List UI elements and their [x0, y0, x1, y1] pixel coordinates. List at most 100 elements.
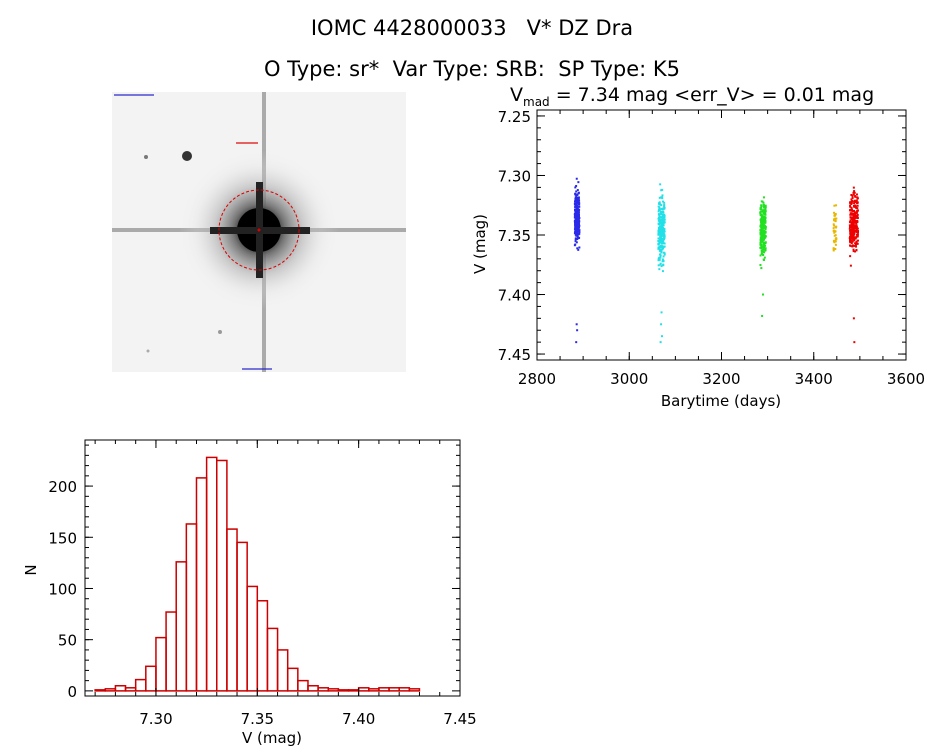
- data-point: [855, 220, 858, 223]
- data-point: [854, 244, 857, 247]
- data-point: [760, 223, 763, 226]
- data-point: [849, 237, 852, 240]
- data-point: [659, 241, 662, 244]
- data-point: [852, 317, 855, 320]
- data-point: [759, 232, 762, 235]
- data-point: [855, 242, 858, 245]
- data-point: [576, 216, 579, 219]
- data-point: [762, 235, 765, 238]
- data-point: [574, 222, 577, 225]
- data-point: [658, 217, 661, 220]
- data-point: [662, 229, 665, 232]
- lightcurve-title-rest: = 7.34 mag <err_V> = 0.01 mag: [549, 84, 875, 106]
- data-point: [575, 213, 578, 216]
- data-point: [573, 232, 576, 235]
- data-point: [659, 245, 662, 248]
- data-point: [849, 255, 852, 258]
- data-point: [849, 241, 852, 244]
- y-tick-label: 150: [48, 529, 77, 547]
- data-point: [577, 211, 580, 214]
- data-point: [573, 202, 576, 205]
- data-point: [574, 210, 577, 213]
- data-point: [763, 216, 766, 219]
- data-point: [575, 216, 578, 219]
- data-point: [574, 198, 577, 201]
- data-point: [657, 242, 660, 245]
- data-point: [852, 248, 855, 251]
- data-point: [661, 245, 664, 248]
- data-point: [854, 242, 857, 245]
- histogram-bar: [175, 561, 188, 692]
- data-point: [851, 235, 854, 238]
- data-point: [662, 214, 665, 217]
- data-point: [574, 229, 577, 232]
- data-point: [578, 217, 581, 220]
- data-point: [662, 219, 665, 222]
- data-point: [576, 212, 579, 215]
- data-point: [661, 239, 664, 242]
- data-point: [760, 231, 763, 234]
- data-point: [849, 202, 852, 205]
- data-point: [762, 223, 765, 226]
- data-point: [761, 217, 764, 220]
- data-point: [853, 205, 856, 208]
- data-point: [659, 263, 662, 266]
- data-point: [853, 213, 856, 216]
- data-point: [851, 209, 854, 212]
- data-point: [660, 250, 663, 253]
- data-point: [761, 231, 764, 234]
- data-point: [574, 240, 577, 243]
- data-point: [760, 219, 763, 222]
- data-point: [578, 223, 581, 226]
- data-point: [760, 225, 763, 228]
- data-point: [760, 267, 763, 270]
- data-point: [659, 341, 662, 344]
- data-point: [848, 227, 851, 230]
- data-point: [854, 250, 857, 253]
- histogram-bar: [266, 627, 279, 692]
- histogram-bar: [104, 688, 117, 692]
- data-point: [851, 225, 854, 228]
- data-point: [855, 211, 858, 214]
- data-point: [856, 202, 859, 205]
- data-point: [662, 231, 665, 234]
- data-point: [760, 233, 763, 236]
- data-point: [763, 213, 766, 216]
- data-point: [854, 195, 857, 198]
- data-point: [660, 245, 663, 248]
- data-point: [576, 209, 579, 212]
- data-point: [764, 213, 767, 216]
- histogram-bar: [327, 688, 340, 692]
- data-point: [834, 243, 837, 246]
- data-point: [849, 228, 852, 231]
- data-point: [764, 210, 767, 213]
- data-point: [576, 197, 579, 200]
- data-point: [662, 241, 665, 244]
- data-point: [573, 220, 576, 223]
- data-point: [576, 219, 579, 222]
- data-point: [764, 220, 767, 223]
- data-point: [762, 224, 765, 227]
- data-point: [832, 248, 835, 251]
- data-point: [575, 198, 578, 201]
- data-point: [852, 214, 855, 217]
- data-point: [762, 225, 765, 228]
- data-point: [848, 221, 851, 224]
- data-point: [853, 232, 856, 235]
- data-point: [763, 256, 766, 259]
- histogram-frame: [84, 439, 461, 697]
- data-point: [658, 223, 661, 226]
- data-point: [658, 239, 661, 242]
- data-point: [661, 220, 664, 223]
- data-point: [663, 221, 666, 224]
- data-point: [576, 214, 579, 217]
- data-point: [835, 225, 838, 228]
- data-point: [764, 234, 767, 237]
- data-point: [575, 220, 578, 223]
- data-point: [662, 217, 665, 220]
- data-point: [663, 221, 666, 224]
- lightcurve-ylabel: V (mag): [471, 214, 489, 274]
- data-point: [657, 226, 660, 229]
- data-point: [663, 229, 666, 232]
- data-point: [761, 248, 764, 251]
